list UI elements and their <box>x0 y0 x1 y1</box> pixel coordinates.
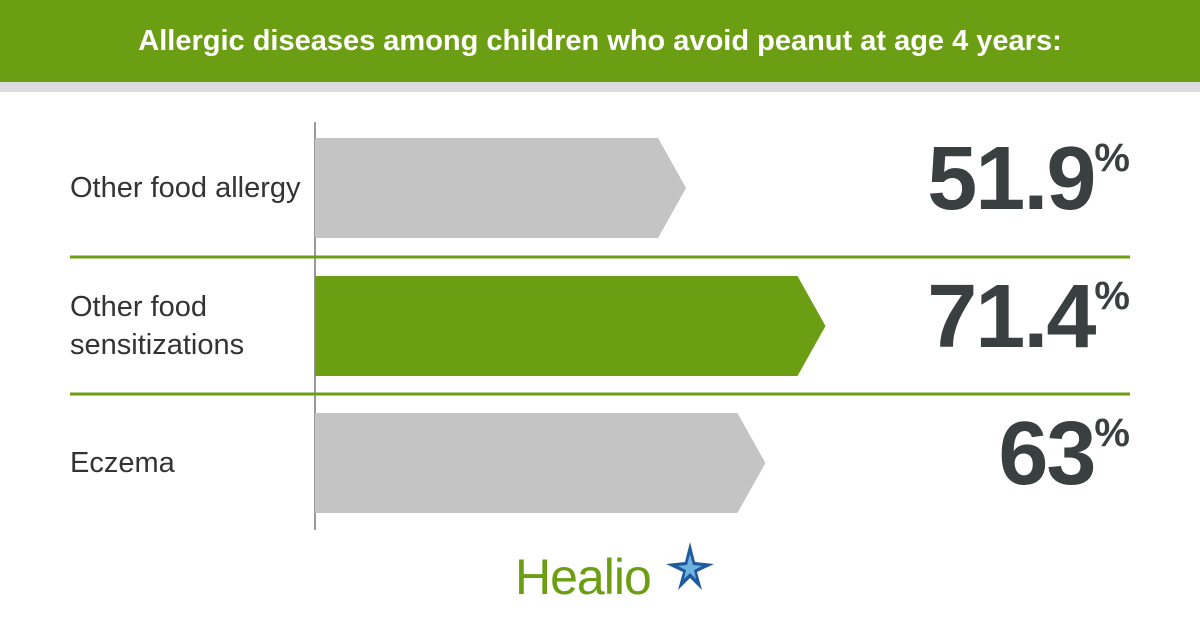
value-label: 51.9% <box>927 129 1130 229</box>
bar <box>315 138 687 238</box>
value-label: 63% <box>998 404 1130 504</box>
value-label: 71.4% <box>927 267 1130 367</box>
bar <box>315 276 826 376</box>
category-label: Eczema <box>70 447 175 479</box>
chart-title: Allergic diseases among children who avo… <box>138 25 1062 57</box>
logo: Healio <box>515 549 652 605</box>
logo-star <box>666 542 714 590</box>
bar <box>315 413 766 513</box>
category-label: Other food allergy <box>70 172 301 204</box>
header-bar <box>0 0 1200 82</box>
header-strip <box>0 82 1200 92</box>
category-label: Other food sensitizations <box>70 291 245 361</box>
